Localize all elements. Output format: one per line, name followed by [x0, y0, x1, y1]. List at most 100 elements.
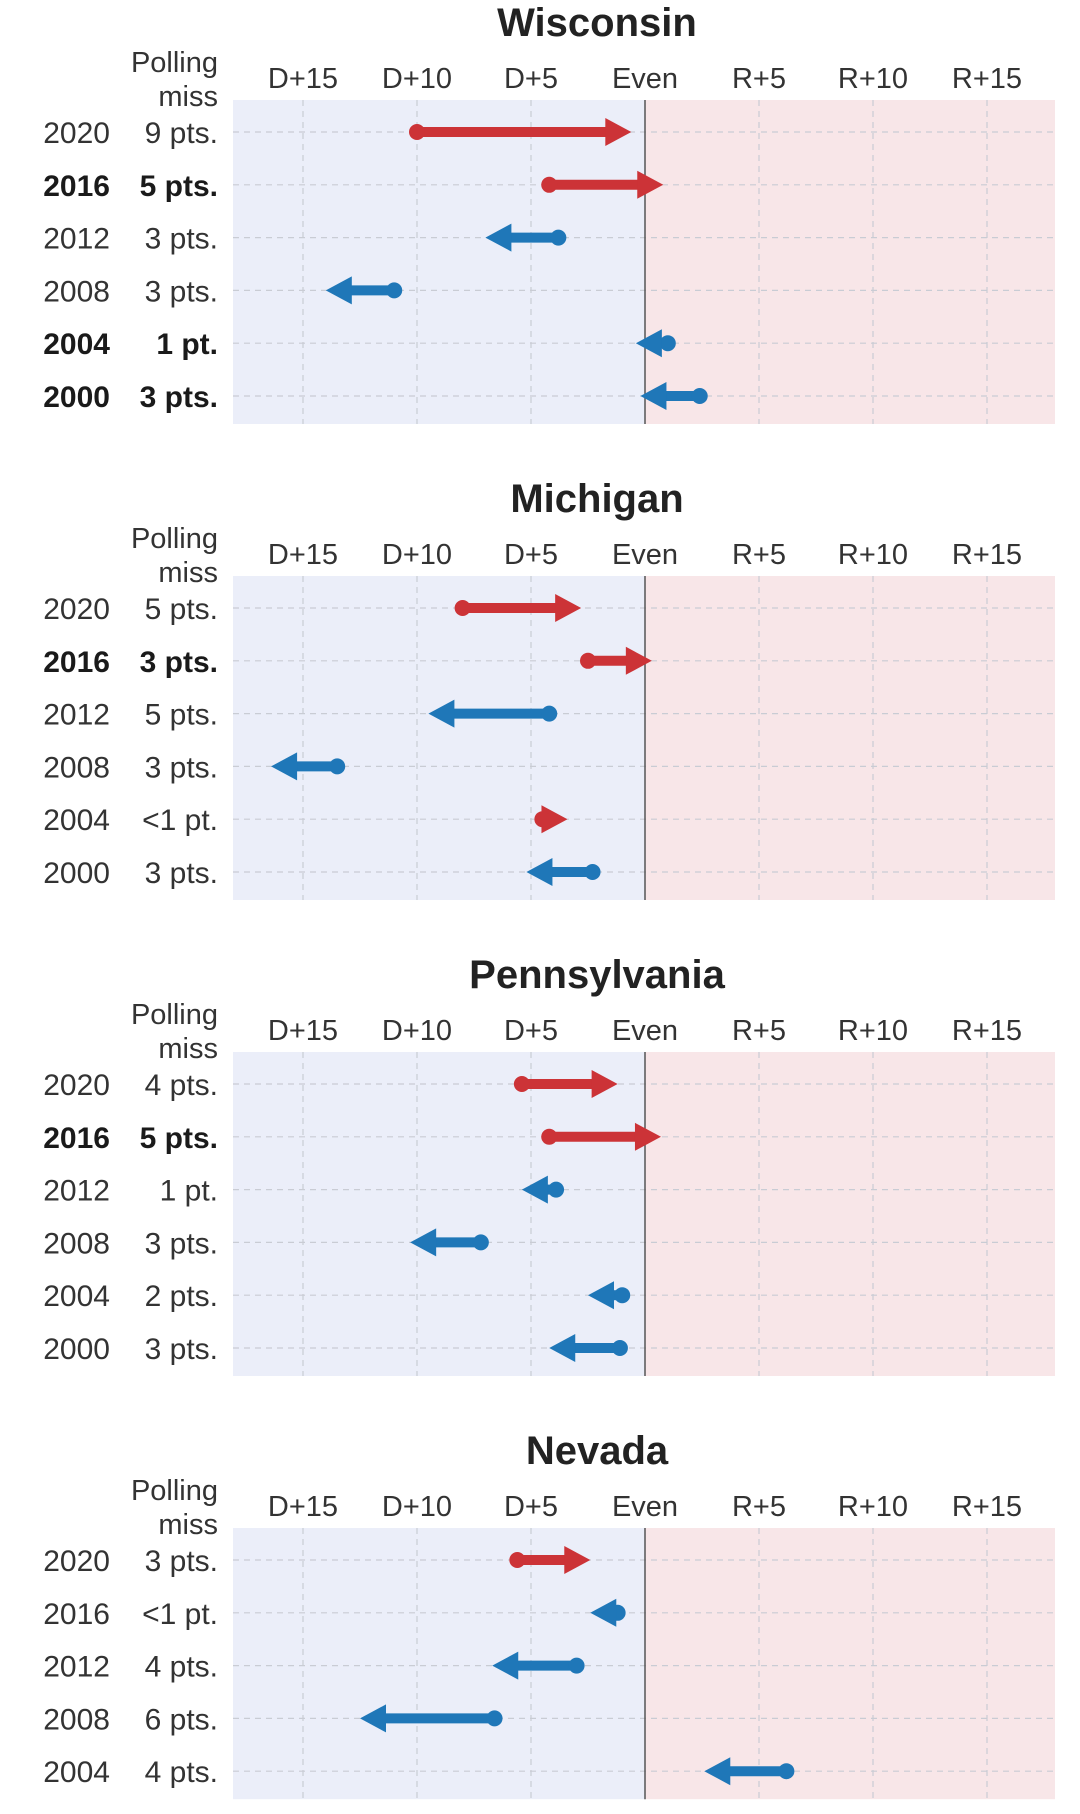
row-year-label: 2016 [43, 1122, 110, 1155]
x-tick-label: D+15 [268, 1491, 338, 1523]
x-tick-label: R+15 [952, 1015, 1022, 1047]
x-tick-label: D+5 [504, 1015, 558, 1047]
arrow-head [428, 699, 455, 728]
dem-region [233, 100, 645, 424]
dem-region [233, 576, 645, 900]
x-tick-label: Even [612, 1015, 678, 1047]
arrow-head [555, 594, 582, 622]
arrow-2000 [526, 858, 601, 886]
arrow-head [590, 1598, 617, 1627]
row-year-label: 2016 [43, 646, 110, 679]
arrow-2020 [409, 118, 632, 146]
arrow-head [410, 1228, 437, 1257]
x-tick-label: Even [612, 63, 678, 95]
row-miss-label: 1 pt. [160, 1175, 218, 1208]
row-year-label: 2008 [43, 1227, 110, 1260]
rep-region [645, 1052, 1055, 1376]
poll-dot [541, 1128, 558, 1145]
arrow-head [634, 1122, 661, 1151]
row-year-label: 2012 [43, 1651, 110, 1684]
arrow-2008 [410, 1228, 489, 1257]
arrow-head [492, 1651, 519, 1680]
arrow-head [640, 382, 667, 410]
poll-dot [550, 229, 567, 246]
rep-region [645, 100, 1055, 424]
x-tick-label: R+10 [838, 63, 908, 95]
poll-dot [509, 1552, 526, 1568]
row-year-label: 2000 [43, 1333, 110, 1366]
arrow-head [704, 1757, 731, 1786]
x-tick-label: D+10 [382, 1491, 452, 1523]
arrow-2004 [588, 1281, 631, 1310]
arrow-2012 [492, 1651, 585, 1680]
rep-region [645, 576, 1055, 900]
x-tick-label: D+5 [504, 63, 558, 95]
row-year-label: 2004 [43, 804, 110, 837]
arrow-head [521, 1175, 548, 1204]
arrow-head [591, 1070, 618, 1098]
row-miss-label: 3 pts. [145, 1227, 218, 1260]
x-tick-label: D+15 [268, 539, 338, 571]
arrow-head [526, 858, 553, 886]
arrow-head [485, 223, 512, 252]
row-miss-label: 3 pts. [145, 751, 218, 784]
row-year-label: 2020 [43, 1069, 110, 1102]
row-miss-label: 6 pts. [145, 1703, 218, 1736]
row-year-label: 2020 [43, 117, 110, 150]
arrow-head [588, 1281, 614, 1310]
row-year-label: 2004 [43, 328, 110, 361]
row-year-label: 2008 [43, 275, 110, 308]
arrow-2012 [428, 699, 558, 728]
x-tick-label: R+15 [952, 1491, 1022, 1523]
row-miss-label: 1 pt. [156, 328, 218, 361]
x-tick-label: D+10 [382, 1015, 452, 1047]
x-tick-label: R+15 [952, 63, 1022, 95]
x-tick-label: R+10 [838, 1491, 908, 1523]
row-miss-label: 5 pts. [145, 593, 218, 626]
arrow-2000 [549, 1334, 628, 1362]
arrow-2016 [541, 1122, 661, 1151]
row-miss-label: 9 pts. [145, 117, 218, 150]
row-year-label: 2012 [43, 1175, 110, 1208]
x-tick-label: R+5 [732, 1491, 786, 1523]
poll-dot [329, 758, 346, 775]
row-year-label: 2016 [43, 170, 110, 203]
poll-dot [541, 176, 558, 193]
panel-title: Wisconsin [497, 1, 697, 45]
arrow-2008 [271, 752, 346, 781]
arrow-2020 [513, 1070, 618, 1098]
poll-dot [778, 1763, 795, 1780]
dem-region [233, 1052, 645, 1376]
row-year-label: 2004 [43, 1756, 110, 1789]
column-header: miss [158, 1033, 218, 1065]
row-miss-label: 3 pts. [145, 223, 218, 256]
arrow-2004 [635, 329, 676, 358]
column-header: Polling [131, 523, 218, 555]
row-year-label: 2020 [43, 593, 110, 626]
arrow-2016 [580, 646, 652, 675]
row-miss-label: <1 pt. [142, 1598, 218, 1631]
poll-dot [409, 124, 425, 140]
row-year-label: 2000 [43, 381, 110, 414]
arrow-head [637, 170, 664, 199]
panel-title: Nevada [526, 1429, 669, 1473]
x-tick-label: R+10 [838, 539, 908, 571]
poll-dot [386, 282, 403, 299]
x-tick-label: D+15 [268, 1015, 338, 1047]
poll-dot [568, 1657, 585, 1674]
arrow-2004 [534, 805, 568, 834]
row-miss-label: <1 pt. [142, 804, 218, 837]
arrow-head [325, 276, 352, 305]
arrow-2008 [325, 276, 403, 305]
row-miss-label: 4 pts. [145, 1756, 218, 1789]
column-header: Polling [131, 999, 218, 1031]
x-tick-label: R+15 [952, 539, 1022, 571]
arrow-2016 [590, 1598, 626, 1627]
arrow-head [625, 646, 652, 675]
x-tick-label: D+10 [382, 63, 452, 95]
